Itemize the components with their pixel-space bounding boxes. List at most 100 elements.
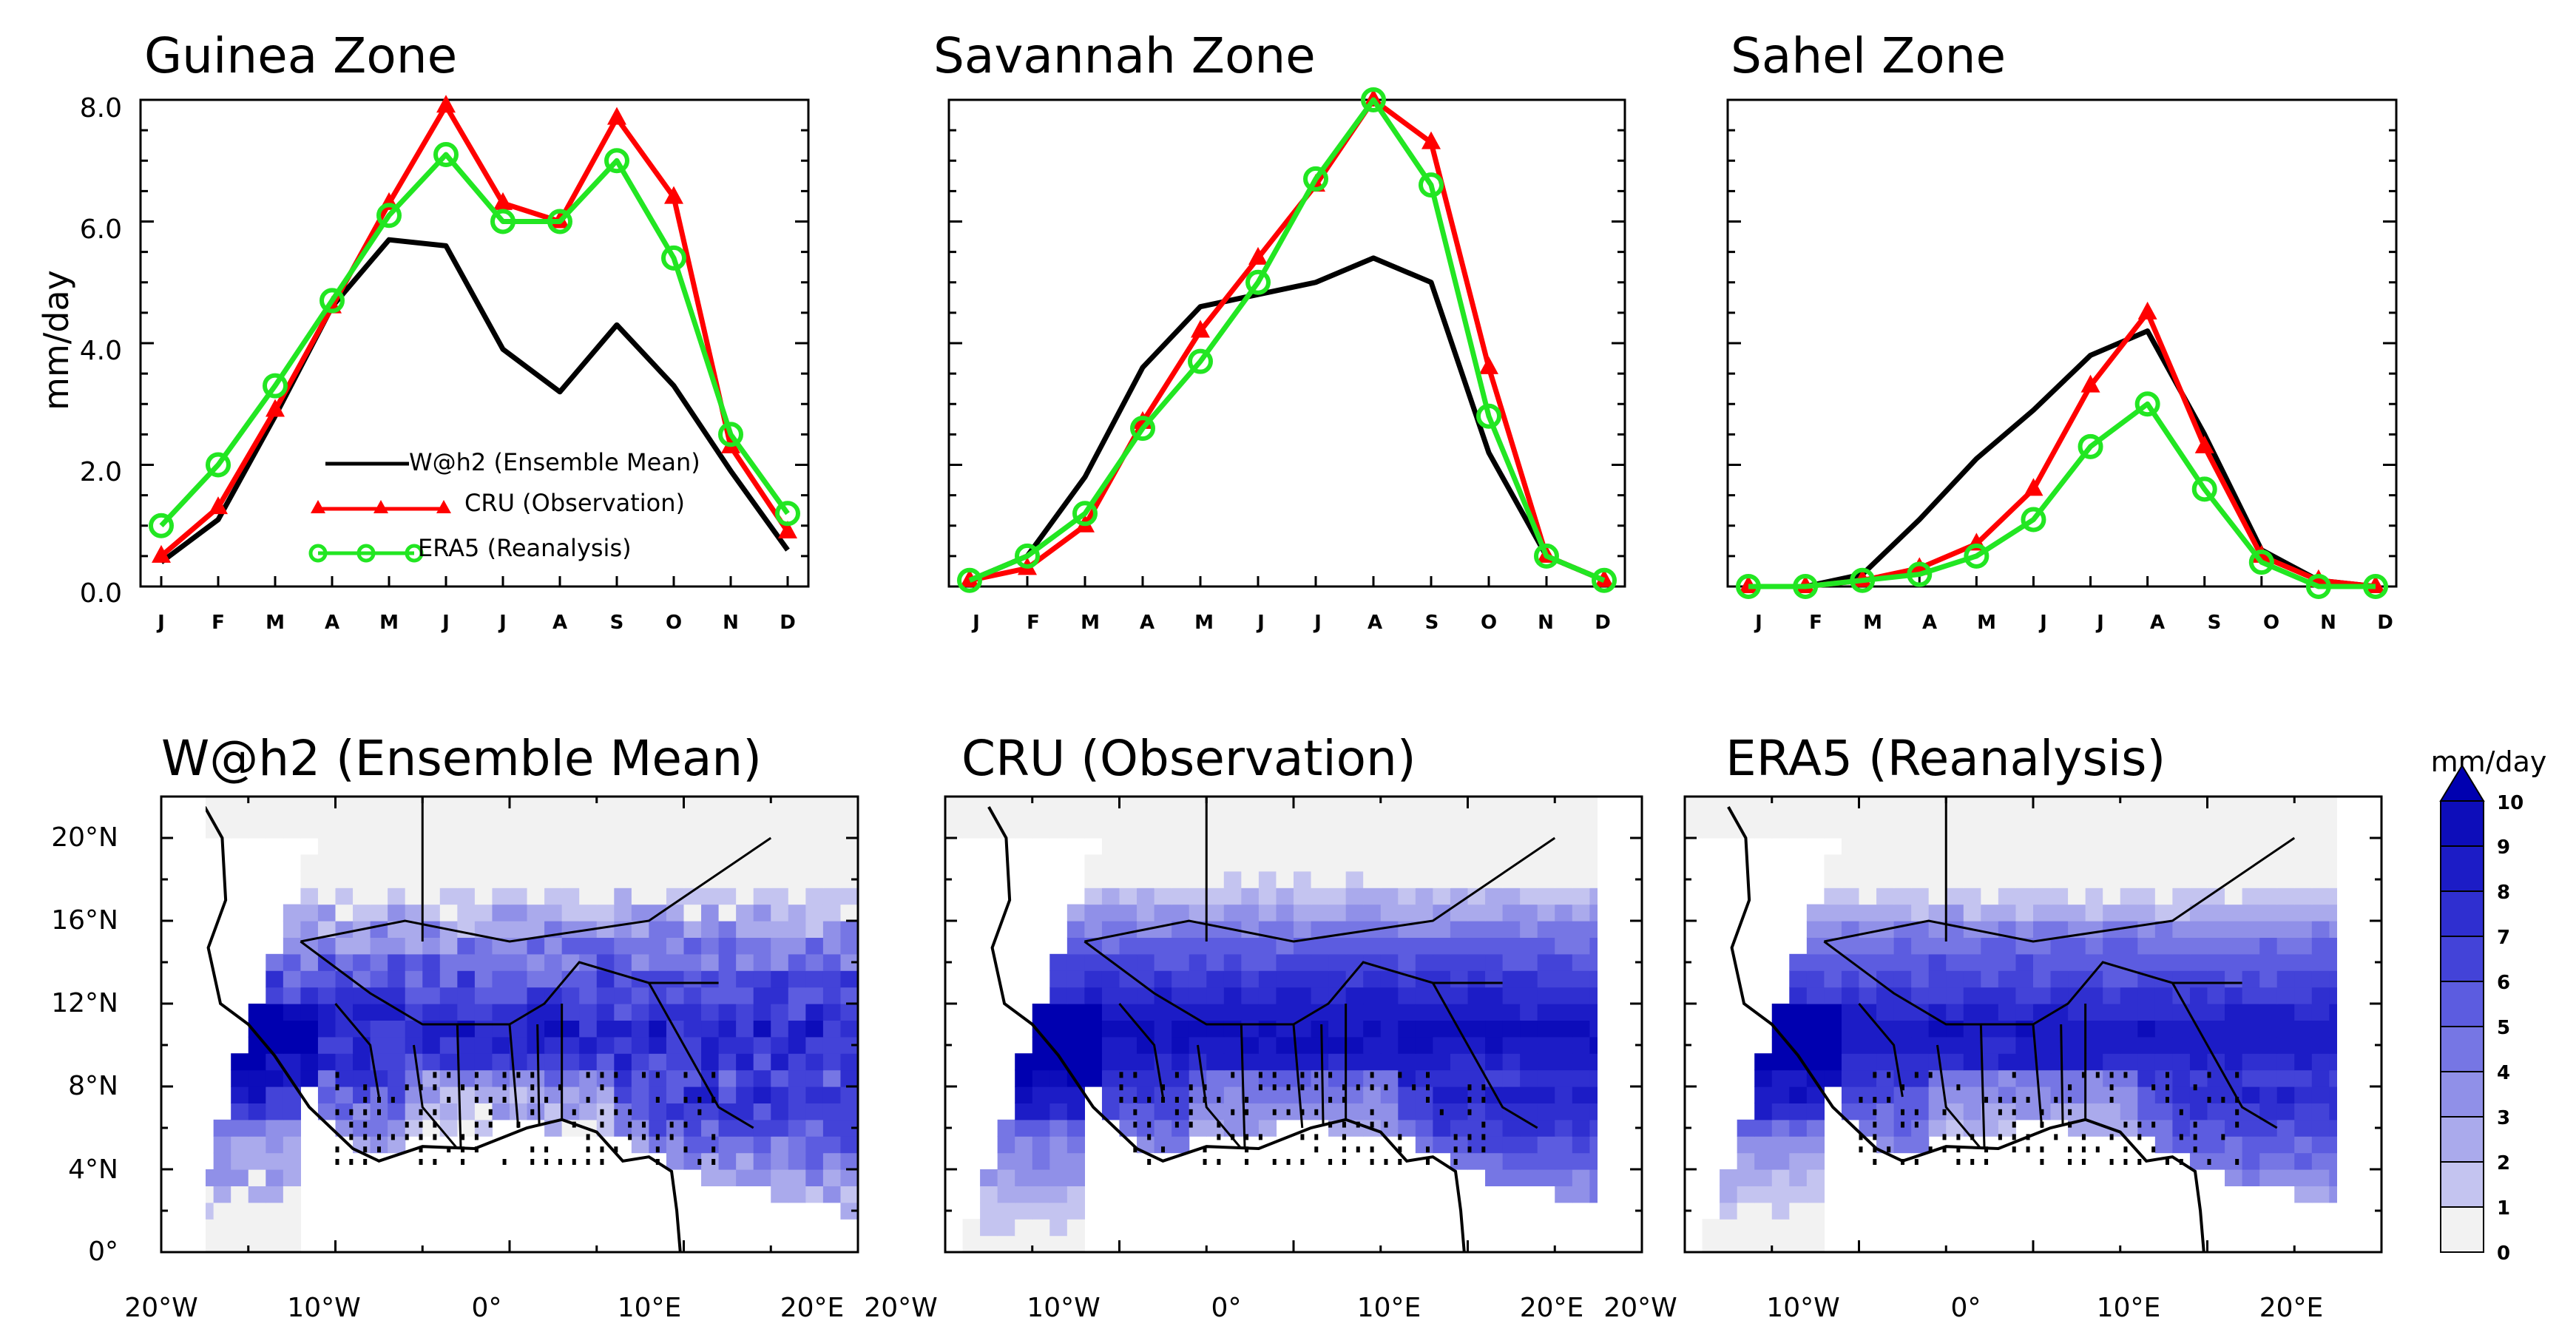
stipple: [419, 1146, 423, 1153]
map-cell: [1859, 870, 1877, 888]
map-cell: [1206, 1020, 1225, 1038]
map-cell: [2068, 904, 2086, 922]
map-cell: [2276, 1069, 2295, 1087]
stipple: [2026, 1146, 2030, 1153]
map-cell: [2033, 987, 2052, 1004]
map-cell: [1032, 1136, 1050, 1154]
map-cell: [1589, 1152, 1598, 1170]
stipple: [1328, 1072, 1333, 1078]
map-cell: [353, 888, 371, 905]
map-cell: [1555, 1020, 1573, 1038]
map-cell: [1119, 1119, 1137, 1137]
map-cell: [1172, 1086, 1190, 1103]
map-cell: [2259, 888, 2278, 905]
map-cell: [561, 870, 580, 888]
stipple: [335, 1146, 339, 1153]
stipple: [2040, 1109, 2044, 1115]
map-cell: [1998, 987, 2017, 1004]
point-era5: [1476, 403, 1501, 429]
map-cell: [718, 1152, 737, 1170]
map-cell: [2050, 1069, 2069, 1087]
point-cru: [2137, 301, 2157, 320]
map-cell: [1311, 987, 1329, 1004]
lat-tick-label: 16°N: [51, 905, 118, 936]
map-cell: [2207, 870, 2225, 888]
map-cell: [1328, 1053, 1347, 1071]
stipple: [1887, 1146, 1891, 1153]
point-era5: [1072, 501, 1098, 527]
map-cell: [1066, 970, 1085, 988]
map-cell: [1555, 821, 1573, 839]
map-cell: [1946, 904, 1964, 922]
stipple: [2109, 1134, 2114, 1140]
map-cell: [2033, 1036, 2052, 1054]
map-cell: [2329, 821, 2337, 839]
map-cell: [771, 1186, 789, 1203]
stipple: [1286, 1084, 1291, 1091]
map-cell: [1702, 821, 1720, 839]
map-cell: [2242, 970, 2260, 988]
chart-title: Guinea Zone: [144, 27, 457, 84]
map-cell: [771, 1119, 789, 1137]
map-cell: [2242, 821, 2260, 839]
map-cell: [1206, 1086, 1225, 1103]
stipple: [461, 1159, 465, 1165]
map-cell: [1119, 854, 1137, 872]
map-cell: [596, 888, 615, 905]
map-cell: [1572, 970, 1590, 988]
map-cell: [701, 1169, 720, 1186]
map-cell: [1502, 1004, 1521, 1021]
map-cell: [388, 870, 406, 888]
y-tick-label: 0.0: [80, 578, 122, 609]
map-cell: [317, 921, 337, 938]
map-cell: [2364, 822, 2381, 839]
map-cell: [1720, 797, 1738, 805]
map-cell: [388, 1036, 406, 1054]
map-cell: [2329, 1086, 2337, 1103]
map-cell: [2276, 854, 2295, 872]
map-cell: [1223, 1036, 1242, 1054]
map-cell: [1555, 970, 1573, 988]
map-cell: [317, 870, 337, 888]
map-cell: [1154, 888, 1172, 905]
map-cell: [1137, 1053, 1155, 1071]
map-cell: [1893, 1119, 1912, 1137]
map-cell: [1607, 1004, 1625, 1021]
map-cell: [1824, 1053, 1842, 1071]
map-cell: [2050, 953, 2069, 971]
map-cell: [544, 1053, 563, 1071]
map-cell: [1589, 970, 1598, 988]
map-cell: [283, 1020, 301, 1038]
map-cell: [596, 1069, 615, 1087]
map-cell: [840, 870, 858, 888]
map-cell: [997, 797, 1015, 805]
map-cell: [1328, 797, 1347, 805]
stipple: [530, 1109, 535, 1115]
stipple: [1370, 1072, 1374, 1078]
map-cell: [1911, 854, 1930, 872]
stipple: [1956, 1084, 1961, 1091]
map-cell: [561, 1103, 580, 1120]
map-cell: [1380, 987, 1399, 1004]
map-cell: [1049, 1235, 1068, 1252]
map-cell: [1737, 1235, 1755, 1252]
map-cell: [1467, 1152, 1486, 1170]
map-cell: [1624, 937, 1642, 954]
map-cell: [805, 987, 824, 1004]
map-cell: [1502, 937, 1521, 955]
map-cell: [962, 1219, 981, 1237]
map-cell: [2311, 1119, 2330, 1137]
stipple: [1300, 1072, 1305, 1078]
map-cell: [2050, 888, 2069, 905]
series-line-whah2: [968, 255, 1606, 583]
map-cell: [2294, 1119, 2313, 1137]
map-cell: [701, 1119, 720, 1137]
map-cell: [2068, 970, 2086, 988]
map-cell: [474, 797, 493, 805]
stipple: [558, 1159, 562, 1165]
map-cell: [1859, 1103, 1877, 1120]
map-cell: [1101, 1069, 1120, 1087]
map-cell: [614, 870, 632, 888]
map-cell: [1450, 838, 1469, 855]
map-cell: [1345, 888, 1364, 905]
